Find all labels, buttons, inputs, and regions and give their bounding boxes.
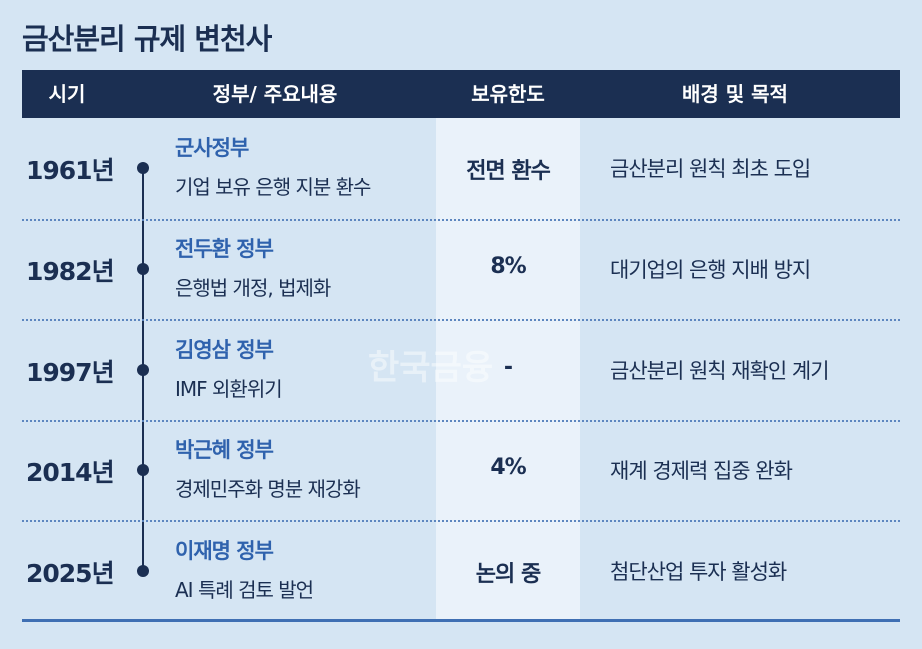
column-header: 배경 및 목적 [682,82,788,106]
year: 2025년 [26,558,115,588]
header-bar [22,70,900,118]
content: IMF 외환위기 [175,376,283,401]
government: 군사정부 [175,136,249,161]
content: AI 특례 검토 발언 [175,577,314,602]
year: 1961년 [26,156,115,186]
purpose: 대기업의 은행 지배 방지 [610,257,811,282]
purpose: 첨단산업 투자 활성화 [610,559,787,584]
purpose: 금산분리 원칙 최초 도입 [610,157,811,182]
holding-limit: 4% [490,455,526,481]
column-highlight [436,118,580,620]
year: 2014년 [26,458,115,488]
content: 기업 보유 은행 지분 환수 [175,175,371,200]
row-separator [22,218,900,221]
government: 김영삼 정부 [175,337,274,362]
purpose: 금산분리 원칙 재확인 계기 [610,358,830,383]
timeline-dot [137,363,149,376]
timeline-dot [137,162,149,175]
holding-limit: - [503,354,513,380]
timeline-dot [137,564,149,577]
row-separator [22,520,900,523]
watermark: 한국금융 [368,348,494,388]
timeline-dot [137,464,149,477]
holding-limit: 8% [490,253,526,279]
holding-limit: 논의 중 [475,561,541,587]
government: 전두환 정부 [175,236,274,261]
row-separator [22,419,900,422]
column-header: 시기 [48,82,86,106]
holding-limit: 전면 환수 [466,159,551,185]
timeline-dot [137,262,149,275]
bottom-rule [22,619,900,622]
purpose: 재계 경제력 집중 완화 [610,459,793,484]
column-header: 보유한도 [471,82,545,106]
row-separator [22,319,900,322]
title: 금산분리 규제 변천사 [22,22,272,56]
government: 박근혜 정부 [175,438,274,463]
government: 이재명 정부 [175,538,274,563]
column-header: 정부/ 주요내용 [212,82,338,106]
year: 1982년 [26,256,115,286]
year: 1997년 [26,357,115,387]
content: 경제민주화 명분 재강화 [175,477,361,502]
content: 은행법 개정, 법제화 [175,275,331,300]
